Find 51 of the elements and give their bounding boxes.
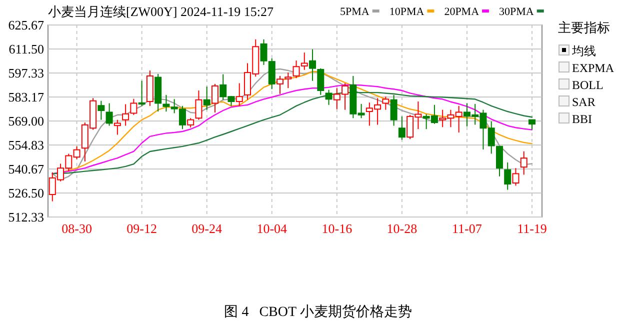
candlestick [138,80,146,106]
text: 均线 [571,44,596,58]
y-tick-label: 526.50 [8,185,44,200]
candlestick [512,168,520,186]
candlestick [195,90,202,120]
text: BBI [572,112,592,126]
y-tick-label: 554.83 [8,138,44,153]
x-tick-label: 10-04 [256,221,288,236]
x-tick-label: 09-12 [126,221,157,236]
legend-label: 10PMA [389,6,424,18]
candlestick [496,146,503,177]
candlestick [236,82,243,106]
y-tick-label: 540.67 [8,161,44,176]
candlestick [130,98,138,116]
text: EXPMA [572,61,614,75]
text: 主要指标 [558,20,610,35]
x-tick-label: 09-24 [192,221,223,236]
caption: 图 4 CBOT 小麦期货价格走势 [224,304,412,320]
x-tick-label: 10-28 [386,221,418,236]
candlestick [203,86,210,110]
candlestick [187,118,194,128]
candlestick [398,116,406,140]
candlestick [504,162,512,190]
y-tick-label: 512.33 [8,210,44,224]
text: BOLL [572,78,604,92]
x-tick-label: 08-30 [62,221,92,236]
candlestick [528,119,536,130]
candlestick [325,89,332,106]
candlestick [106,102,113,126]
x-tick-label: 11-07 [452,221,482,236]
x-tick-label: 11-19 [517,221,547,236]
legend-label: 20PMA [444,6,480,18]
y-tick-label: 583.17 [8,89,44,104]
candlestick [520,150,528,176]
x-tick-label: 10-16 [322,221,353,236]
candlestick [122,104,130,126]
text: SAR [572,95,596,109]
chart-title: 小麦当月连续[ZW00Y] 2024-11-19 15:27 [48,4,274,19]
candlestick [114,119,121,136]
legend-label: 5PMA [340,6,370,18]
y-tick-label: 625.67 [8,18,44,32]
candlestick [309,48,316,82]
legend-label: 30PMA [499,6,534,18]
y-tick-label: 611.50 [8,42,44,57]
candlestick [382,96,390,110]
y-tick-label: 569.00 [8,114,44,128]
candlestick [211,83,218,114]
candlestick [98,100,105,120]
candlestick [317,68,324,96]
y-tick-label: 597.33 [8,66,44,81]
candlestick [390,94,398,126]
